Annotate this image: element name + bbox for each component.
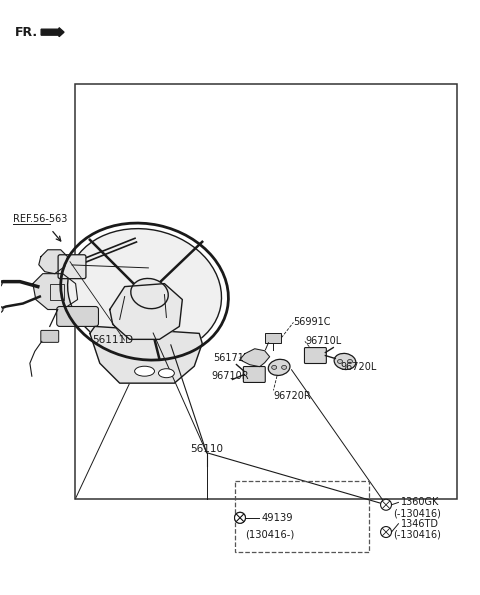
Text: (-130416): (-130416) <box>393 530 441 540</box>
Text: REF.56-563: REF.56-563 <box>13 214 68 224</box>
Circle shape <box>235 512 245 523</box>
Bar <box>50 284 64 299</box>
Bar <box>235 481 369 552</box>
Ellipse shape <box>272 365 276 369</box>
Bar <box>265 333 281 343</box>
Circle shape <box>381 527 392 537</box>
Circle shape <box>381 499 392 511</box>
Ellipse shape <box>131 278 168 309</box>
Text: (130416-): (130416-) <box>245 530 294 540</box>
Ellipse shape <box>268 359 290 375</box>
Polygon shape <box>33 274 78 309</box>
Text: 96710R: 96710R <box>211 371 249 381</box>
Text: FR.: FR. <box>15 26 38 39</box>
Text: 96720R: 96720R <box>274 392 311 402</box>
Text: 96710L: 96710L <box>305 336 341 346</box>
Polygon shape <box>39 250 68 274</box>
Ellipse shape <box>68 228 221 355</box>
Ellipse shape <box>0 280 2 287</box>
FancyBboxPatch shape <box>243 367 265 383</box>
Text: 96720L: 96720L <box>340 362 377 372</box>
Text: 1360GK: 1360GK <box>401 497 439 508</box>
Text: (-130416): (-130416) <box>393 508 441 518</box>
Ellipse shape <box>282 365 287 369</box>
Circle shape <box>235 512 245 523</box>
Text: 56171: 56171 <box>213 353 244 363</box>
FancyBboxPatch shape <box>41 330 59 342</box>
Text: 56110: 56110 <box>190 443 223 453</box>
Ellipse shape <box>158 369 174 378</box>
Polygon shape <box>110 284 182 339</box>
Text: 1346TD: 1346TD <box>401 519 439 529</box>
Text: 49139: 49139 <box>262 513 294 523</box>
FancyBboxPatch shape <box>57 306 98 327</box>
Ellipse shape <box>334 353 356 369</box>
Ellipse shape <box>0 306 3 313</box>
Bar <box>75 84 457 499</box>
FancyArrow shape <box>41 28 64 37</box>
FancyBboxPatch shape <box>58 255 86 278</box>
Polygon shape <box>240 349 270 367</box>
Text: 56111D: 56111D <box>92 335 133 345</box>
Ellipse shape <box>348 359 352 364</box>
Ellipse shape <box>337 359 343 364</box>
Ellipse shape <box>134 367 155 376</box>
Polygon shape <box>90 327 202 383</box>
FancyBboxPatch shape <box>304 347 326 364</box>
Text: 56991C: 56991C <box>293 317 331 327</box>
